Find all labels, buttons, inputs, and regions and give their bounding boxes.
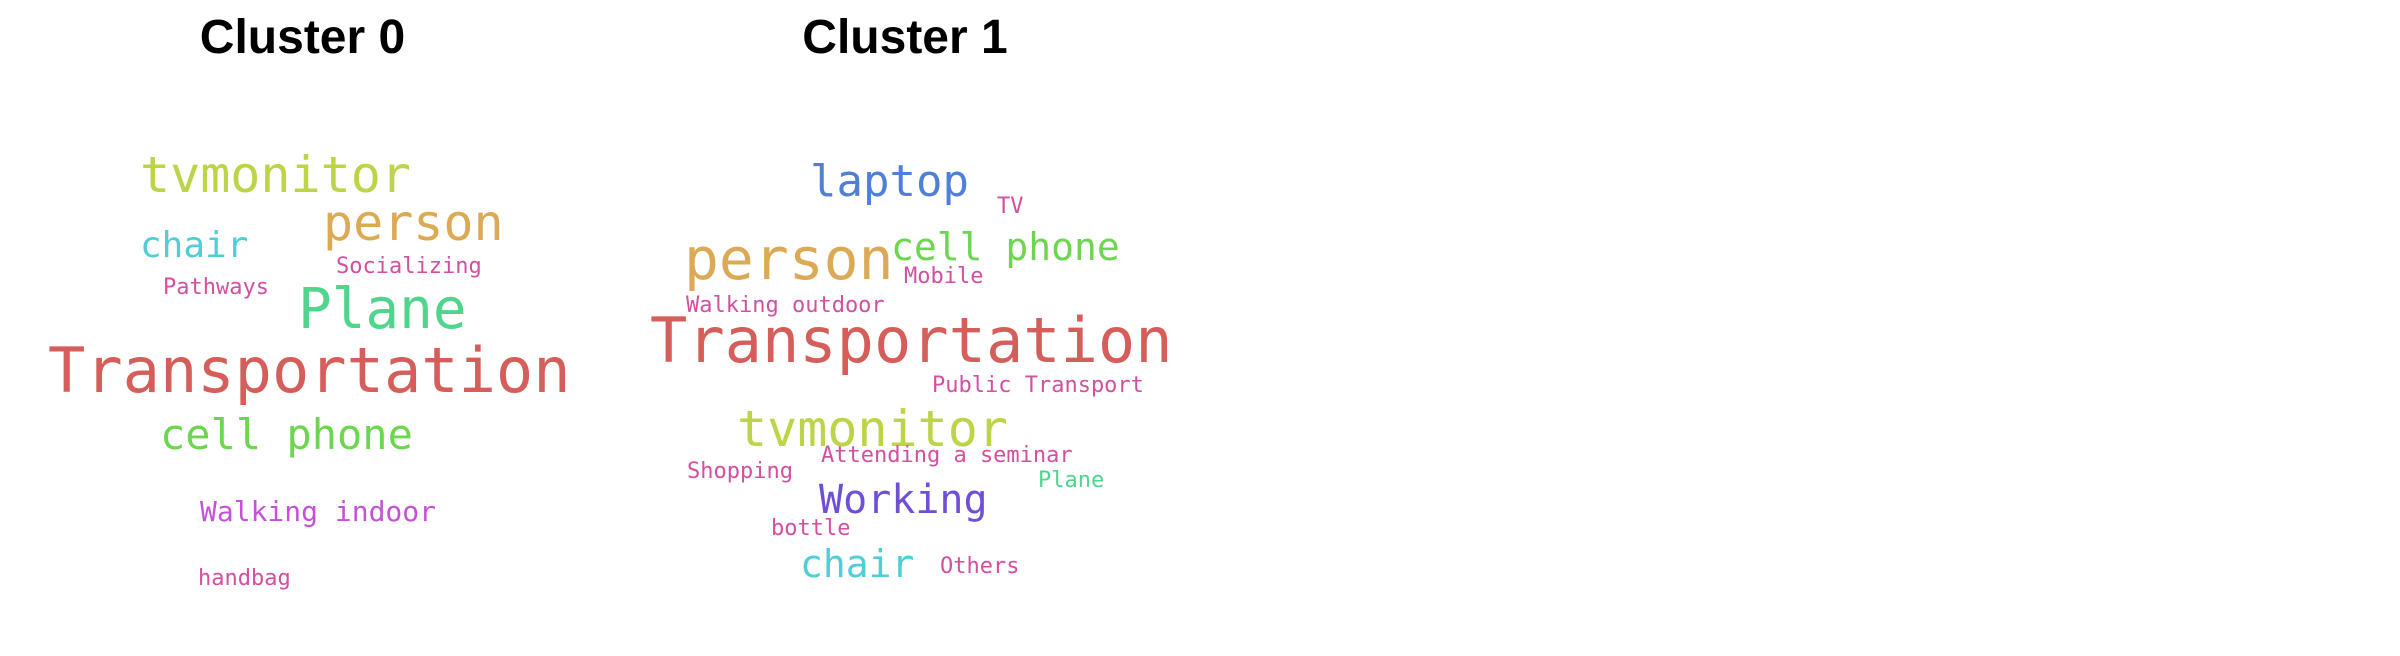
word-laptop: laptop bbox=[810, 156, 969, 207]
word-cell-phone: cell phone bbox=[891, 225, 1120, 269]
word-tv: TV bbox=[997, 194, 1024, 219]
word-plane: Plane bbox=[1038, 468, 1105, 493]
word-tvmonitor: tvmonitor bbox=[737, 400, 1008, 458]
cluster-0-title: Cluster 0 bbox=[199, 11, 406, 64]
word-public-transport: Public Transport bbox=[932, 373, 1144, 398]
word-pathways: Pathways bbox=[163, 275, 269, 300]
word-bottle: bottle bbox=[771, 516, 851, 541]
word-walking-indoor: Walking indoor bbox=[200, 495, 437, 528]
word-attending-a-seminar: Attending a seminar bbox=[821, 443, 1073, 468]
cluster-1-title: Cluster 1 bbox=[802, 11, 1008, 64]
word-mobile: Mobile bbox=[904, 264, 984, 289]
word-walking-outdoor: Walking outdoor bbox=[686, 293, 885, 318]
word-cloud-cluster-0: Cluster 0 tvmonitor person chair Sociali… bbox=[0, 0, 605, 656]
word-transportation: Transportation bbox=[48, 334, 571, 407]
word-cloud-cluster-1: Cluster 1 laptop TV person cell phone Mo… bbox=[605, 0, 1205, 656]
word-chair: chair bbox=[800, 542, 915, 586]
word-cell-phone: cell phone bbox=[160, 410, 413, 459]
word-person: person bbox=[684, 225, 894, 293]
word-chair: chair bbox=[140, 225, 249, 266]
word-socializing: Socializing bbox=[336, 254, 482, 279]
word-tvmonitor: tvmonitor bbox=[140, 146, 411, 204]
word-working: Working bbox=[819, 477, 988, 523]
word-handbag: handbag bbox=[198, 566, 291, 591]
word-shopping: Shopping bbox=[687, 459, 793, 484]
word-person: person bbox=[323, 194, 504, 252]
word-others: Others bbox=[940, 554, 1020, 579]
word-plane: Plane bbox=[298, 277, 467, 342]
word-transportation: Transportation bbox=[650, 304, 1173, 377]
